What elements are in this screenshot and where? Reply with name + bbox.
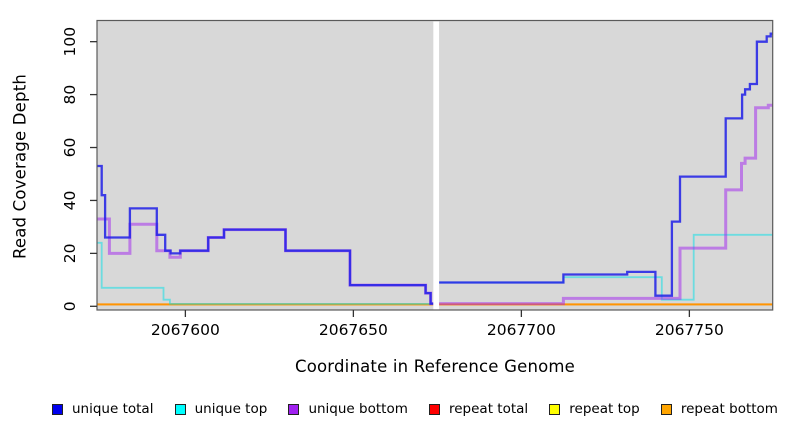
legend-swatch-repeat-total [428, 403, 440, 415]
legend-item-unique-top: unique top [174, 401, 268, 417]
legend-swatch-unique-bottom [288, 403, 300, 415]
legend-label-unique-top: unique top [194, 401, 268, 417]
series-unique-top-line [97, 241, 434, 305]
no-data-gap [433, 21, 440, 310]
y-tick-label: 80 [61, 85, 79, 105]
y-tick-label: 40 [61, 191, 79, 211]
x-tick-label: 2067600 [151, 321, 220, 339]
plot-box-border [96, 19, 774, 311]
series-unique-total-line [439, 32, 773, 297]
legend-item-unique-total: unique total [52, 401, 153, 417]
legend-label-repeat-bottom: repeat bottom [680, 401, 778, 417]
coverage-chart: 2067600 2067650 2067700 2067750 0 20 40 60 80 100 [61, 19, 774, 339]
x-tick-label: 2067700 [487, 321, 556, 339]
legend-label-unique-bottom: unique bottom [308, 401, 408, 417]
y-axis-title: Read Coverage Depth [10, 73, 30, 260]
y-tick-label: 60 [61, 138, 79, 158]
legend-item-repeat-total: repeat total [428, 401, 529, 417]
legend-label-repeat-total: repeat total [448, 401, 529, 417]
legend-label-unique-total: unique total [72, 401, 154, 417]
x-tick-label: 2067750 [655, 321, 724, 339]
legend: unique total unique top unique bottom repea… [0, 392, 792, 426]
legend-swatch-repeat-bottom [660, 403, 672, 415]
y-tick-label: 100 [61, 27, 79, 57]
x-tick-label: 2067650 [319, 321, 388, 339]
series-unique-bottom-line [439, 103, 773, 306]
legend-item-unique-bottom: unique bottom [288, 401, 408, 417]
series-unique-total-line [97, 164, 434, 305]
legend-swatch-repeat-top [549, 403, 561, 415]
legend-swatch-unique-top [174, 403, 186, 415]
legend-label-repeat-top: repeat top [569, 401, 640, 417]
legend-item-repeat-top: repeat top [549, 401, 640, 417]
legend-item-repeat-bottom: repeat bottom [660, 401, 778, 417]
legend-swatch-unique-total [52, 403, 63, 415]
y-tick-label: 0 [61, 301, 79, 311]
y-tick-label: 20 [61, 244, 79, 264]
x-axis-title: Coordinate in Reference Genome [294, 357, 576, 376]
